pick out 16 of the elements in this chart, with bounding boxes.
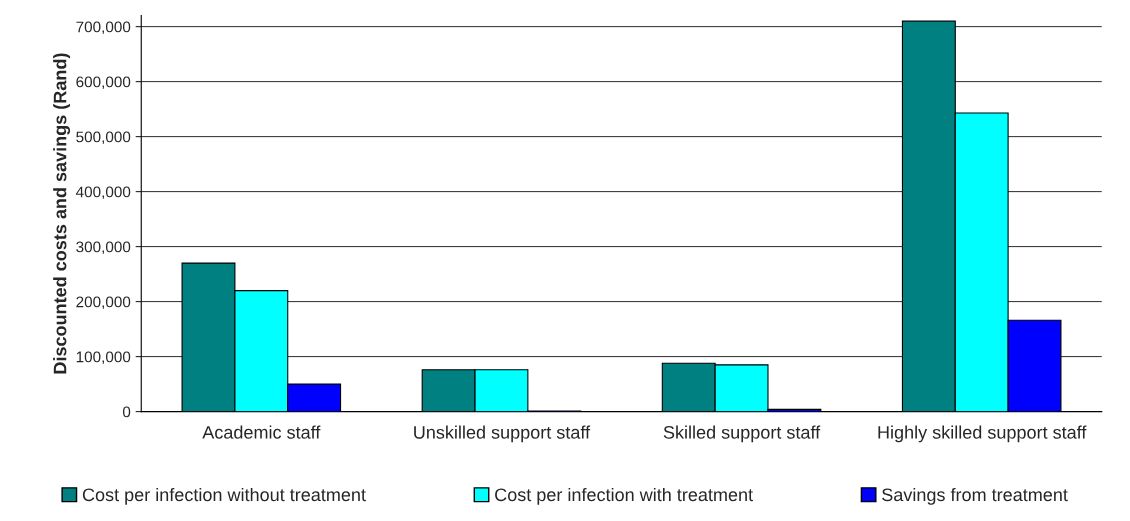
legend-label: Cost per infection without treatment: [82, 487, 366, 505]
y-tick-label: 500,000: [76, 131, 131, 145]
y-tick-label: 100,000: [76, 351, 131, 365]
y-tick-label: 200,000: [76, 296, 131, 310]
y-tick-label: 300,000: [76, 241, 131, 255]
legend-label: Savings from treatment: [882, 487, 1068, 505]
y-tick-label: 600,000: [76, 76, 131, 90]
legend-label: Cost per infection with treatment: [495, 487, 753, 505]
x-tick-label: Academic staff: [202, 425, 321, 439]
x-tick-label: Highly skilled support staff: [878, 425, 1087, 443]
x-tick-label: Unskilled support staff: [414, 425, 591, 443]
x-tick-label: Skilled support staff: [663, 425, 821, 443]
y-tick-label: 0: [122, 406, 131, 418]
y-tick-label: 400,000: [75, 186, 131, 200]
y-axis-title: Discounted costs and savings (Rand): [53, 53, 71, 374]
y-tick-label: 700,000: [76, 21, 131, 35]
